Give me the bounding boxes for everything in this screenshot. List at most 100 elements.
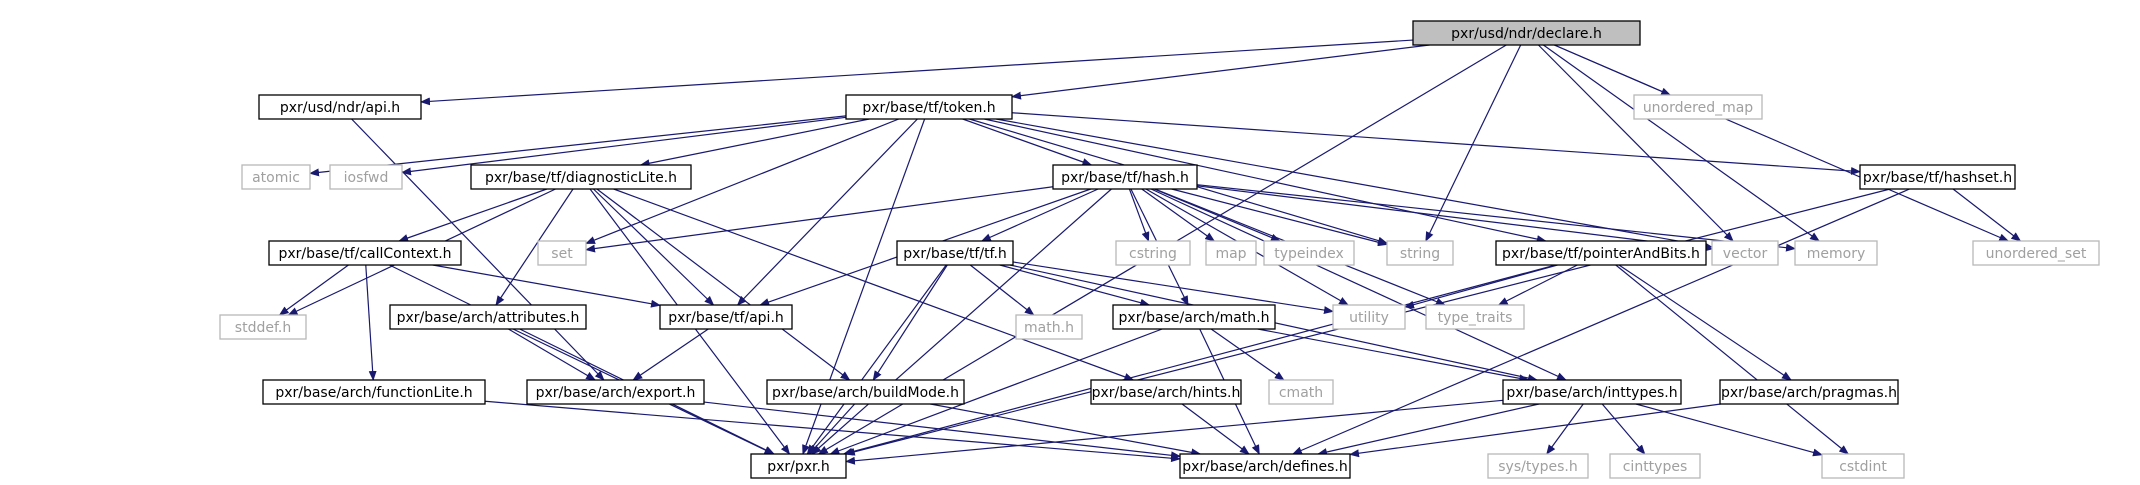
include-edge-hints-to-defines: [1181, 403, 1250, 455]
include-edge-arch_math-to-pxr: [829, 328, 1163, 455]
graph-node-pxr[interactable]: pxr/pxr.h: [750, 453, 847, 479]
include-edge-callContext-to-pxr: [389, 264, 775, 455]
include-edge-pragmas-to-defines: [1349, 403, 1721, 458]
node-label: string: [1400, 246, 1440, 262]
include-edge-pab-to-utility: [1404, 264, 1558, 309]
include-edge-hash-to-string: [1171, 188, 1388, 247]
include-edge-diagLite-to-attributes: [495, 188, 574, 306]
graph-node-typeindex: typeindex: [1263, 240, 1355, 266]
include-edge-diagLite-to-tf_api: [593, 188, 715, 306]
graph-node-ndr-api[interactable]: pxr/usd/ndr/api.h: [258, 94, 422, 120]
graph-node-attributes[interactable]: pxr/base/arch/attributes.h: [389, 304, 587, 330]
graph-node-atomic: atomic: [241, 164, 311, 190]
node-box: [1205, 240, 1257, 266]
graph-node-memory: memory: [1794, 240, 1878, 266]
include-edge-arch_math-to-cmath: [1210, 328, 1285, 381]
include-edge-token-to-tf_api: [736, 118, 918, 306]
node-label: pxr/base/arch/attributes.h: [397, 310, 580, 326]
include-edge-declare-to-memory: [1543, 44, 1820, 242]
include-edge-ndr_api-to-export: [351, 118, 605, 381]
include-edge-buildMode-to-defines: [930, 403, 1202, 457]
node-label: cinttypes: [1623, 459, 1688, 475]
graph-node-map: map: [1205, 240, 1257, 266]
node-box: [1719, 379, 1899, 405]
node-label: cstring: [1129, 246, 1177, 262]
graph-node-export[interactable]: pxr/base/arch/export.h: [526, 379, 705, 405]
node-label: type_traits: [1438, 310, 1513, 326]
include-edge-arch_math-to-inttypes: [1257, 328, 1530, 383]
include-edge-hash-to-map: [1141, 188, 1216, 242]
include-edge-hash-to-inttypes: [1150, 188, 1567, 381]
graph-node-cmath: cmath: [1268, 379, 1334, 405]
node-box: [526, 379, 705, 405]
graph-node-utility: utility: [1332, 304, 1406, 330]
include-edge-attributes-to-export: [508, 328, 596, 381]
graph-node-arch-math[interactable]: pxr/base/arch/math.h: [1112, 304, 1276, 330]
node-box: [1052, 164, 1198, 190]
graph-node-buildMode[interactable]: pxr/base/arch/buildMode.h: [766, 379, 965, 405]
node-label: set: [551, 246, 573, 262]
node-label: pxr/base/arch/defines.h: [1182, 459, 1347, 475]
node-box: [1859, 164, 2016, 190]
node-label: pxr/base/tf/token.h: [862, 100, 995, 116]
include-edge-export-to-defines: [703, 401, 1181, 460]
graph-node-cinttypes: cinttypes: [1609, 453, 1701, 479]
node-label: stddef.h: [235, 320, 291, 336]
graph-node-type-traits: type_traits: [1425, 304, 1525, 330]
graph-node-hints[interactable]: pxr/base/arch/hints.h: [1090, 379, 1242, 405]
node-box: [1495, 240, 1707, 266]
include-edge-hash-to-tf_tf: [980, 188, 1099, 242]
include-edge-pab-to-type_traits: [1497, 264, 1578, 306]
graph-node-tf-tf[interactable]: pxr/base/tf/tf.h: [896, 240, 1014, 266]
graph-node-sys-types: sys/types.h: [1487, 453, 1589, 479]
graph-node-unordered-set: unordered_set: [1972, 240, 2100, 266]
node-label: pxr/base/tf/api.h: [668, 310, 784, 326]
graph-node-functionLite[interactable]: pxr/base/arch/functionLite.h: [262, 379, 486, 405]
graph-node-tf-api[interactable]: pxr/base/tf/api.h: [659, 304, 793, 330]
node-box: [1090, 379, 1242, 405]
node-box: [1711, 240, 1779, 266]
node-label: map: [1215, 246, 1246, 262]
include-edge-buildMode-to-pxr: [808, 403, 856, 455]
node-box: [766, 379, 965, 405]
node-label: memory: [1807, 246, 1866, 262]
node-label: iosfwd: [344, 170, 389, 186]
include-edge-tf_tf-to-arch_math: [999, 264, 1151, 307]
node-box: [1112, 304, 1276, 330]
graph-node-cstdint: cstdint: [1821, 453, 1905, 479]
include-edge-token-to-set: [585, 118, 900, 245]
include-edge-tf_tf-to-math_h: [969, 264, 1035, 316]
include-edge-token-to-hash: [962, 118, 1093, 166]
graph-node-cstring: cstring: [1115, 240, 1191, 266]
include-edge-declare-to-vector: [1537, 44, 1734, 242]
graph-node-pab[interactable]: pxr/base/tf/pointerAndBits.h: [1495, 240, 1707, 266]
node-box: [389, 304, 587, 330]
node-label: pxr/base/arch/buildMode.h: [772, 385, 959, 401]
graph-node-diagLite[interactable]: pxr/base/tf/diagnosticLite.h: [470, 164, 692, 190]
graph-node-inttypes[interactable]: pxr/base/arch/inttypes.h: [1502, 379, 1682, 405]
node-label: pxr/base/tf/pointerAndBits.h: [1502, 246, 1700, 262]
graph-node-pragmas[interactable]: pxr/base/arch/pragmas.h: [1719, 379, 1899, 405]
node-box: [1115, 240, 1191, 266]
node-box: [262, 379, 486, 405]
node-box: [659, 304, 793, 330]
graph-node-callContext[interactable]: pxr/base/tf/callContext.h: [268, 240, 462, 266]
graph-node-defines[interactable]: pxr/base/arch/defines.h: [1179, 453, 1351, 479]
node-label: cmath: [1279, 385, 1323, 401]
graph-node-declare[interactable]: pxr/usd/ndr/declare.h: [1412, 20, 1641, 46]
include-edge-callContext-to-stddef: [278, 264, 349, 316]
include-edge-tf_api-to-export: [632, 328, 709, 381]
graph-node-token[interactable]: pxr/base/tf/token.h: [845, 94, 1013, 120]
node-box: [845, 94, 1013, 120]
include-edge-tf_tf-to-buildMode: [872, 264, 948, 381]
graph-node-iosfwd: iosfwd: [329, 164, 403, 190]
graph-node-hashset[interactable]: pxr/base/tf/hashset.h: [1859, 164, 2016, 190]
include-edge-declare-to-ndr_api: [420, 39, 1414, 106]
node-label: pxr/base/tf/diagnosticLite.h: [485, 170, 677, 186]
graph-node-hash[interactable]: pxr/base/tf/hash.h: [1052, 164, 1198, 190]
include-edge-hash-to-set: [585, 186, 1054, 253]
node-box: [258, 94, 422, 120]
node-box: [470, 164, 692, 190]
node-box: [537, 240, 587, 266]
